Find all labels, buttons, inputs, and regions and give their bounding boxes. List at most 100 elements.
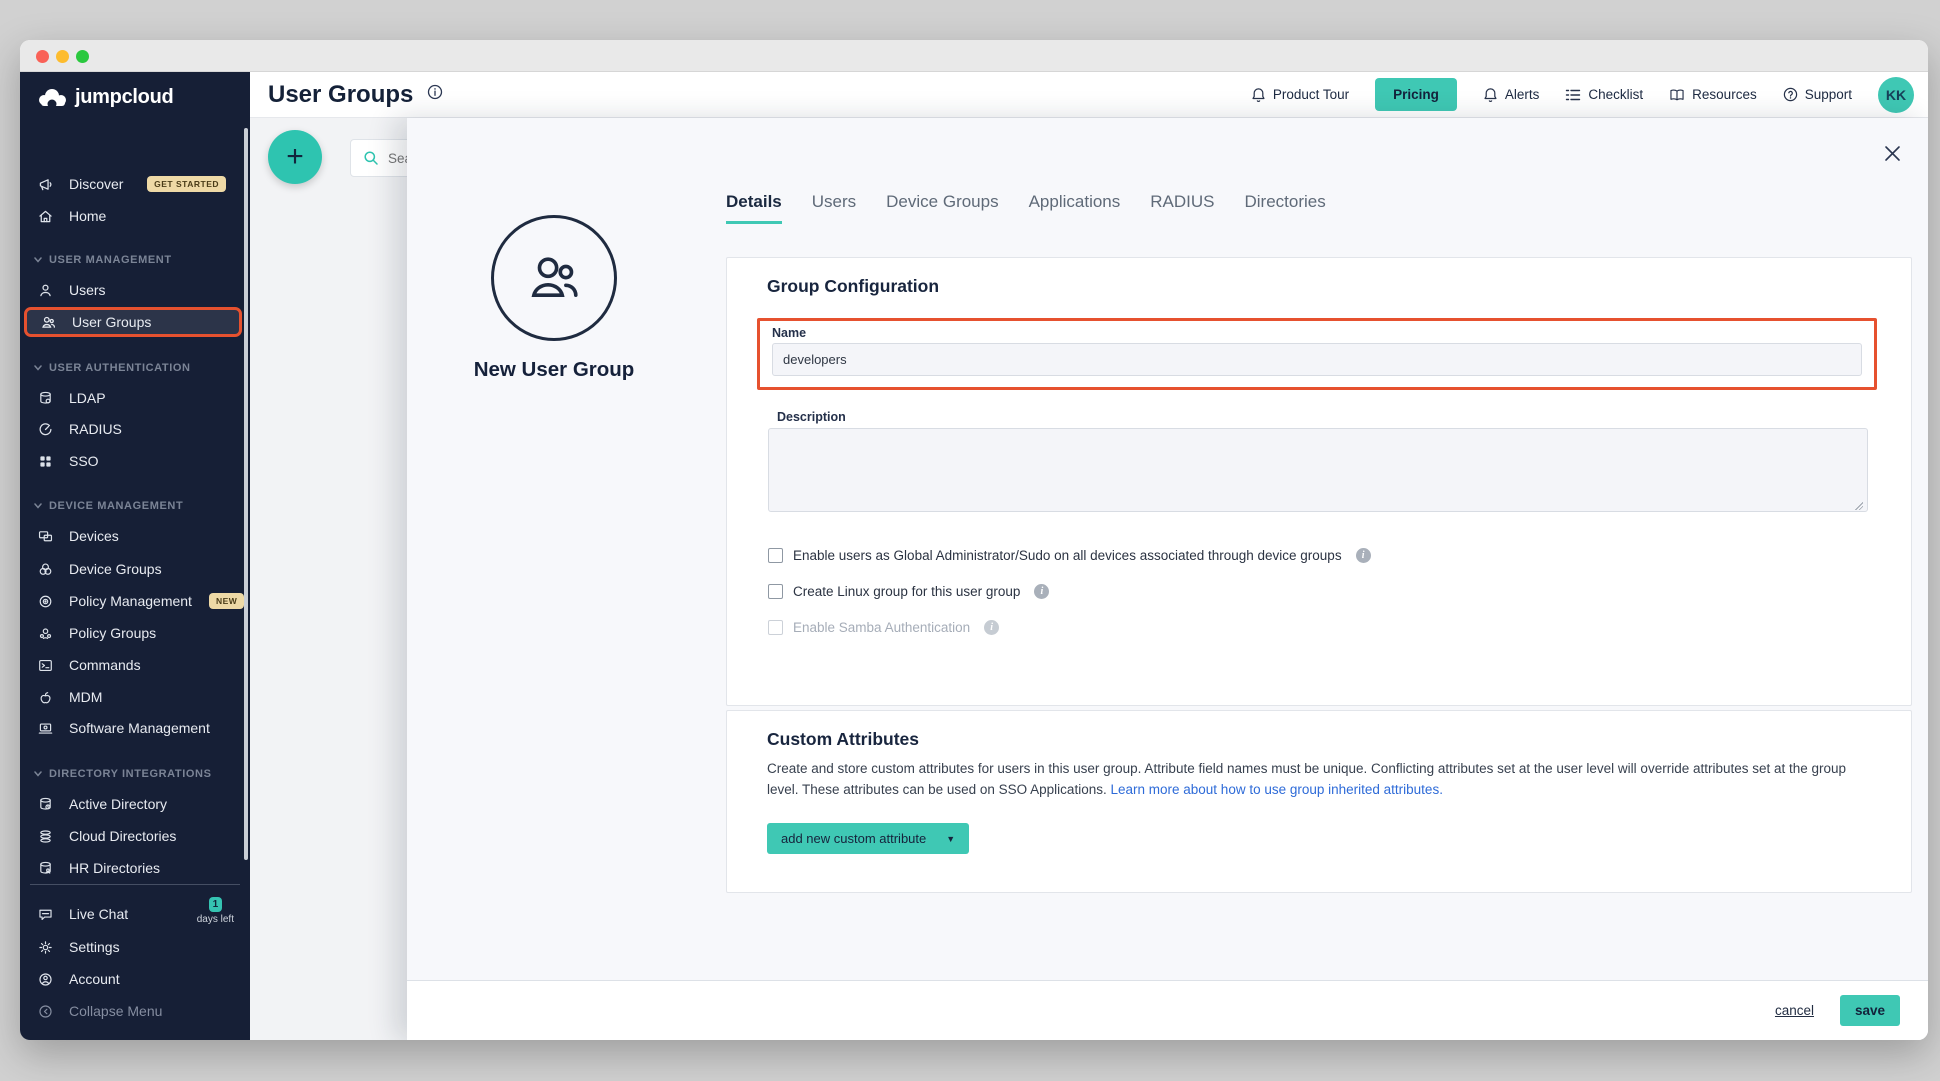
samba-auth-checkbox[interactable]: [768, 620, 783, 635]
minimize-window-button[interactable]: [56, 50, 69, 63]
sidebar-item-live-chat[interactable]: Live Chat: [20, 900, 250, 928]
sidebar-item-label: Cloud Directories: [69, 828, 177, 844]
sidebar-section-directory-integrations[interactable]: DIRECTORY INTEGRATIONS: [20, 765, 250, 783]
chevron-down-icon: [34, 771, 42, 777]
info-icon[interactable]: [427, 84, 443, 105]
sidebar-item-device-groups[interactable]: Device Groups: [20, 555, 250, 583]
alerts-label: Alerts: [1504, 87, 1540, 102]
trial-days-caption: days left: [196, 914, 234, 925]
zoom-window-button[interactable]: [76, 50, 89, 63]
devices-icon: [38, 530, 53, 541]
sidebar-item-settings[interactable]: Settings: [20, 933, 250, 961]
sidebar-item-label: Active Directory: [69, 796, 168, 812]
group-name-input[interactable]: [772, 343, 1862, 376]
section-label: DEVICE MANAGEMENT: [49, 500, 184, 512]
chevron-down-icon: [34, 257, 42, 263]
sidebar-item-label: Policy Groups: [69, 625, 157, 641]
product-tour-button[interactable]: Product Tour: [1251, 87, 1349, 103]
live-chat-icon: [39, 909, 52, 920]
header-actions: Product Tour Pricing Alerts Checklist Re…: [1251, 76, 1928, 113]
sidebar-item-commands[interactable]: Commands: [20, 651, 250, 679]
sidebar-item-account[interactable]: Account: [20, 965, 250, 993]
support-label: Support: [1804, 87, 1852, 102]
sidebar-item-software-management[interactable]: Software Management: [20, 714, 250, 742]
sso-grid-icon: [40, 455, 51, 467]
sidebar-scroll-area: Discover GET STARTED Home USER MANAGEMEN…: [20, 116, 250, 885]
commands-terminal-icon: [39, 659, 52, 671]
ldap-database-icon: [40, 391, 51, 404]
search-icon: [364, 151, 378, 165]
sidebar-item-users[interactable]: Users: [20, 276, 250, 304]
tab-device-groups[interactable]: Device Groups: [886, 192, 999, 211]
sidebar-item-cloud-directories[interactable]: Cloud Directories: [20, 822, 250, 850]
global-admin-checkbox[interactable]: [768, 548, 783, 563]
tab-directories[interactable]: Directories: [1244, 192, 1326, 211]
sidebar-item-label: SSO: [69, 453, 99, 469]
name-label: Name: [772, 326, 807, 340]
sidebar-item-policy-groups[interactable]: Policy Groups: [20, 619, 250, 647]
custom-attributes-card: Custom Attributes Create and store custo…: [726, 710, 1912, 893]
policy-groups-icon: [39, 627, 52, 639]
sidebar-item-policy-management[interactable]: Policy Management NEW: [20, 587, 250, 615]
tab-radius[interactable]: RADIUS: [1150, 192, 1215, 211]
sidebar-item-active-directory[interactable]: Active Directory: [20, 790, 250, 818]
collapse-menu-icon: [39, 1004, 52, 1018]
add-user-group-button[interactable]: +: [268, 130, 322, 184]
new-badge: NEW: [208, 593, 245, 609]
linux-group-checkbox[interactable]: [768, 584, 783, 599]
group-description-textarea[interactable]: [768, 428, 1868, 512]
custom-attributes-description: Create and store custom attributes for u…: [767, 759, 1879, 801]
sidebar-section-user-management[interactable]: USER MANAGEMENT: [20, 251, 250, 269]
avatar[interactable]: KK: [1878, 76, 1914, 113]
sidebar-item-label: Settings: [69, 939, 120, 955]
sidebar-item-sso[interactable]: SSO: [20, 447, 250, 475]
support-button[interactable]: Support: [1783, 87, 1852, 102]
sidebar-section-device-management[interactable]: DEVICE MANAGEMENT: [20, 497, 250, 515]
megaphone-icon: [39, 178, 52, 190]
info-icon[interactable]: i: [984, 620, 1000, 635]
description-label: Description: [777, 410, 846, 424]
new-user-group-title: New User Group: [473, 358, 635, 381]
tab-applications[interactable]: Applications: [1028, 192, 1121, 211]
info-icon[interactable]: i: [1355, 548, 1371, 563]
home-icon: [39, 210, 52, 222]
alerts-button[interactable]: Alerts: [1483, 87, 1540, 103]
apple-mdm-icon: [40, 691, 51, 703]
info-icon[interactable]: i: [1034, 584, 1050, 599]
checklist-button[interactable]: Checklist: [1565, 87, 1643, 102]
product-tour-label: Product Tour: [1272, 87, 1350, 102]
user-group-avatar: [491, 215, 617, 341]
name-field-highlight: Name: [757, 318, 1877, 390]
sidebar-scrollbar[interactable]: [244, 128, 248, 860]
sidebar-item-devices[interactable]: Devices: [20, 522, 250, 550]
sidebar-item-label: Live Chat: [69, 906, 129, 922]
resources-button[interactable]: Resources: [1669, 87, 1757, 102]
tab-details[interactable]: Details: [726, 192, 782, 224]
sidebar-section-user-authentication[interactable]: USER AUTHENTICATION: [20, 359, 250, 377]
sidebar-item-mdm[interactable]: MDM: [20, 683, 250, 711]
sidebar-item-label: Home: [69, 208, 107, 224]
cancel-button[interactable]: cancel: [1774, 1003, 1814, 1018]
sidebar-item-hr-directories[interactable]: HR Directories: [20, 854, 250, 882]
sidebar-item-home[interactable]: Home: [20, 202, 250, 230]
checklist-icon: [1566, 89, 1581, 100]
close-icon[interactable]: [1883, 144, 1902, 168]
checklist-label: Checklist: [1588, 87, 1644, 102]
question-circle-icon: [1783, 87, 1797, 102]
save-button[interactable]: save: [1840, 995, 1900, 1026]
tab-users[interactable]: Users: [811, 192, 857, 211]
sidebar-item-collapse-menu[interactable]: Collapse Menu: [20, 997, 250, 1025]
tab-bar: Details Users Device Groups Applications…: [726, 192, 1326, 224]
add-custom-attribute-button[interactable]: add new custom attribute ▼: [767, 823, 970, 854]
close-window-button[interactable]: [36, 50, 49, 63]
sidebar-item-label: Collapse Menu: [69, 1003, 163, 1019]
sidebar-item-user-groups[interactable]: User Groups: [24, 307, 242, 337]
sidebar-item-ldap[interactable]: LDAP: [20, 384, 250, 412]
sidebar-item-discover[interactable]: Discover GET STARTED: [20, 170, 250, 198]
samba-auth-checkbox-row: Enable Samba Authentication i: [768, 620, 1000, 635]
pricing-button[interactable]: Pricing: [1375, 78, 1457, 111]
sidebar-item-radius[interactable]: RADIUS: [20, 415, 250, 443]
get-started-badge: GET STARTED: [147, 176, 226, 192]
learn-more-link[interactable]: Learn more about how to use group inheri…: [1110, 781, 1443, 797]
user-icon: [40, 284, 51, 296]
